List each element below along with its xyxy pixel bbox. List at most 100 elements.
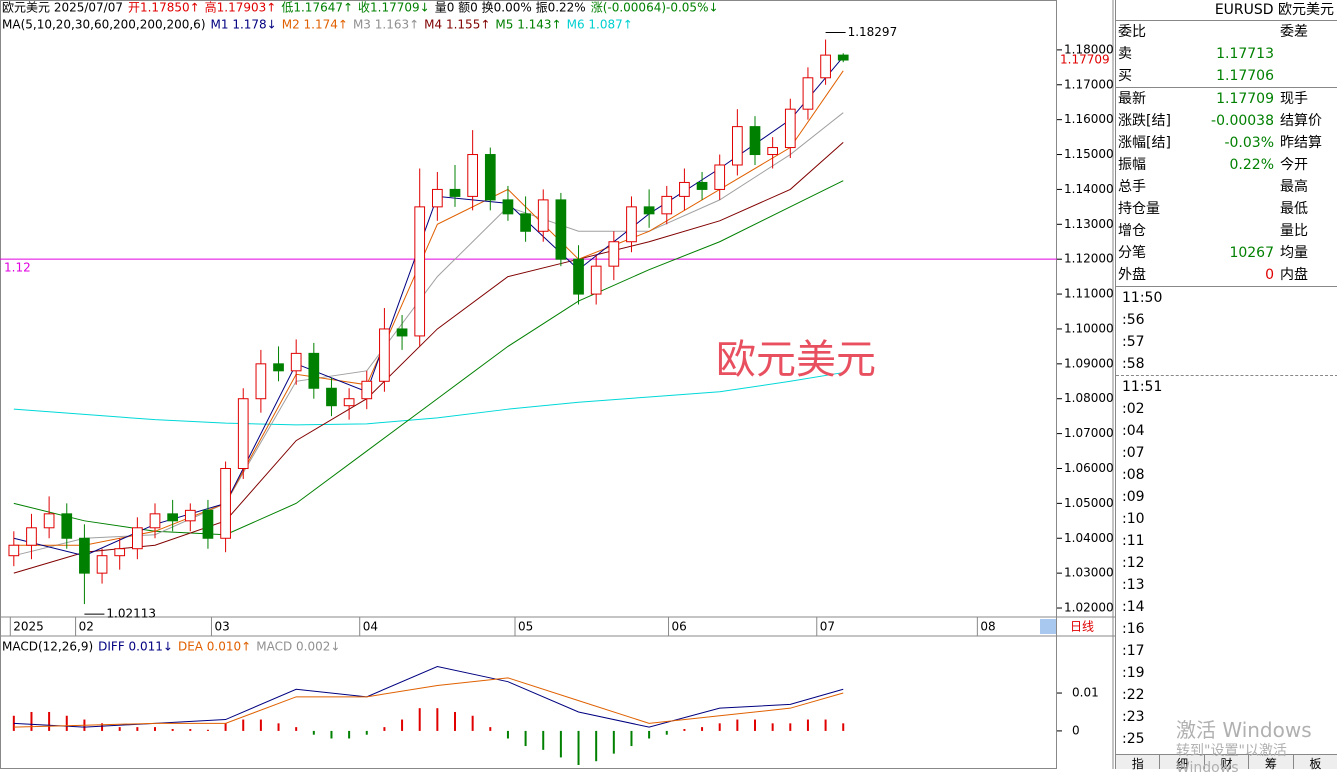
quote-cell: 卖 [1118,46,1132,62]
y-tick-label: 1.16000 [1064,112,1114,126]
candle-body [573,258,584,295]
quote-cell: 昨结算 [1280,135,1322,151]
candle-body [220,467,231,539]
tab[interactable]: 筹 [1249,755,1294,771]
candle-body [132,527,143,550]
tab[interactable]: 指 [1116,755,1161,771]
candle-body [820,54,831,79]
y-tick-label: 1.07000 [1064,426,1114,440]
candle-body [696,181,708,190]
candle-body [626,206,637,243]
candle-body [361,380,373,400]
macd-line [13,665,844,728]
time: :09 [1122,489,1145,505]
quote-row: 持仓量 最低 [1116,198,1337,220]
annotation: 1.18297 [848,25,898,39]
x-tick-label: 04 [363,620,378,634]
candle-body [79,537,90,574]
candle-body [837,54,849,61]
candle-body [467,154,479,197]
header-text: 量0 额0 换0.00% 振0.22% [435,1,586,15]
candle-body [8,544,20,557]
quote-row: 分笔 10267 均量 [1116,242,1337,264]
header-text: DEA 0.010↑ [178,640,251,654]
x-tick-label: 06 [672,620,687,634]
header-text: MACD 0.002↓ [256,640,340,654]
quote-cell: 1.17709 [1216,91,1274,107]
y-tick-label: 1.13000 [1064,217,1114,231]
tab[interactable]: 细 [1160,755,1205,771]
y-tick-label: 1.04000 [1064,531,1114,545]
quote-cell: 1.17713 [1216,46,1274,62]
quote-row: 总手 最高 [1116,176,1337,198]
candle-body [643,206,655,215]
candle-body [802,77,814,110]
ma-line [13,141,844,574]
quote-panel: EURUSD 欧元美元 委比 委差卖 1.17713 买 1.17706 最新 1.1770… [1115,0,1337,771]
y-tick-label: 1.03000 [1064,566,1114,580]
candle-body [61,513,73,539]
ma-line [13,372,844,426]
quote-cell: 内盘 [1280,267,1308,283]
quote-cell: 今开 [1280,157,1308,173]
candle-body [784,108,796,149]
candle-body [590,265,602,295]
tab[interactable]: 板 [1294,755,1337,771]
time: :25 [1122,731,1145,747]
quote-row: 委比 委差 [1116,21,1337,43]
quote-cell: 结算价 [1280,113,1322,129]
candle-body [326,387,337,407]
candle-body [679,181,690,197]
quote-cell [1274,65,1280,87]
watermark-title: 欧元美元 [716,337,876,383]
y-tick-label: 1.18000 [1064,42,1114,56]
candle-body [26,527,37,546]
candle-body [114,548,126,557]
watermark: 转到"设置"以激活 Windows [1176,743,1287,776]
candle-body [149,513,161,529]
candle-body [96,555,108,574]
header-text: 涨(-0.00064)-0.05%↓ [591,0,719,15]
quote-cell: 增仓 [1118,223,1146,239]
quote-cell: 涨幅[结] [1118,135,1171,151]
ma-line [13,70,844,546]
y-tick-label: 1.17000 [1064,77,1114,91]
header-text: DIFF 0.011↓ [98,640,173,654]
quote-rows: 委比 委差卖 1.17713 买 1.17706 最新 1.17709 现手 涨跌[结] -0.0… [1116,21,1337,286]
y-tick-label: 1.10000 [1064,321,1114,335]
tabs: 指细财筹板 [1116,754,1337,771]
time: 11:50 [1122,290,1163,306]
header-text: M2 1.174↑ [282,18,348,32]
time: :17 [1122,643,1145,659]
header-text: 低1.17647↑ [281,1,353,15]
y-tick-label: 1.09000 [1064,356,1114,370]
period-box [1040,619,1056,634]
quote-cell: 持仓量 [1118,201,1160,217]
candle-body [449,188,461,197]
time: :12 [1122,555,1145,571]
candle-body [273,363,284,372]
candle-body [432,188,443,208]
x-tick-label: 08 [980,620,995,634]
x-tick-label: 2025 [13,620,44,634]
candle-body [484,154,496,201]
candle-body [732,126,743,166]
quote-row: 外盘 0 内盘 [1116,264,1337,286]
quote-row: 涨幅[结] -0.03% 昨结算 [1116,132,1337,154]
quote-cell [1176,198,1274,220]
candle-body [414,206,426,337]
ma-line [13,56,844,557]
quote-cell: 量比 [1280,223,1308,239]
tab[interactable]: 财 [1205,755,1250,771]
h-line-label: 1.12 [4,261,31,275]
annotation: 1.02113 [106,607,156,621]
quote-cell [1274,43,1280,65]
quote-row: 涨跌[结] -0.00038 结算价 [1116,110,1337,132]
quote-cell: 振幅 [1118,157,1146,173]
header-text: M5 1.143↑ [495,18,561,32]
y-tick-label: 1.02000 [1064,601,1114,615]
time: :19 [1122,665,1145,681]
quote-cell: 买 [1118,68,1132,84]
candle-body [237,398,249,469]
